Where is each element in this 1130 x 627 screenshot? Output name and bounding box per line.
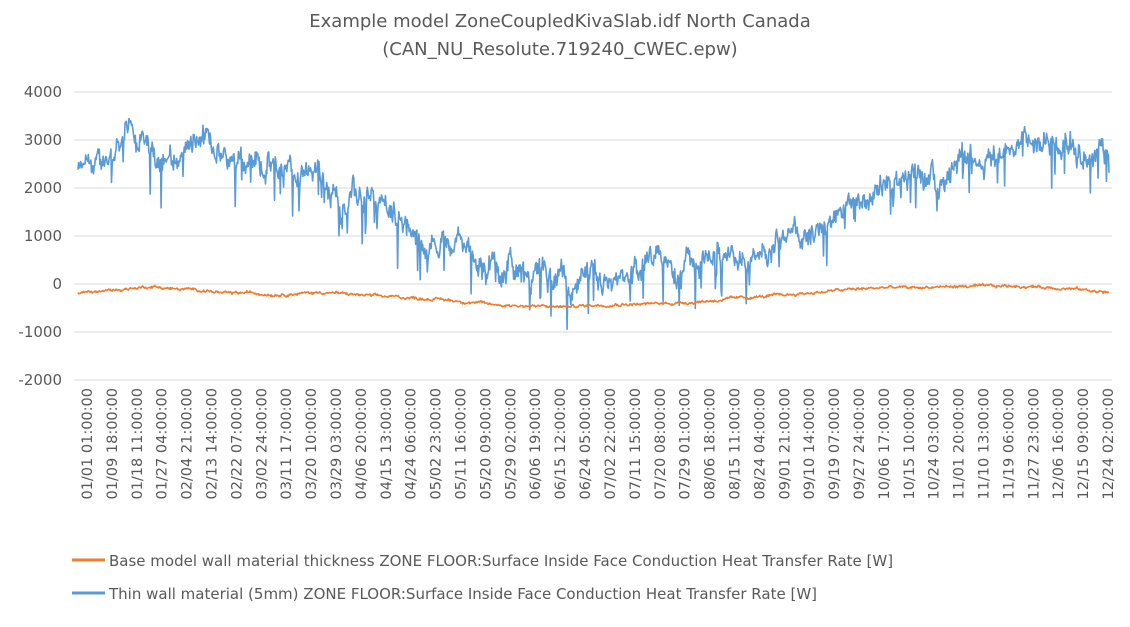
series-line-base-model — [77, 282, 1110, 309]
x-tick-label: 07/20 08:00:00 — [653, 388, 669, 500]
x-tick-label: 09/10 14:00:00 — [802, 388, 818, 500]
x-tick-label: 08/24 04:00:00 — [752, 388, 768, 500]
x-tick-label: 10/15 10:00:00 — [902, 388, 918, 500]
x-tick-label: 02/22 07:00:00 — [229, 388, 245, 500]
x-tick-label: 02/04 21:00:00 — [180, 388, 196, 500]
x-tick-label: 11/10 13:00:00 — [976, 388, 992, 500]
series-layer — [77, 117, 1110, 330]
x-tick-label: 06/24 05:00:00 — [578, 388, 594, 500]
x-tick-label: 06/06 19:00:00 — [528, 388, 544, 500]
x-tick-label: 12/06 16:00:00 — [1051, 388, 1067, 500]
x-tick-label: 09/01 21:00:00 — [777, 388, 793, 500]
x-tick-label: 05/29 02:00:00 — [503, 388, 519, 500]
y-tick-label: 0 — [52, 275, 62, 293]
x-tick-label: 06/15 12:00:00 — [553, 388, 569, 500]
y-axis-tick-labels: 4000 3000 2000 1000 0 -1000 -2000 — [18, 83, 62, 389]
x-tick-label: 04/24 06:00:00 — [404, 388, 420, 500]
x-tick-label: 04/15 13:00:00 — [379, 388, 395, 500]
x-tick-label: 11/27 23:00:00 — [1026, 388, 1042, 500]
x-axis-tick-labels: 01/01 01:00:00 01/09 18:00:00 01/18 11:00:… — [80, 388, 1117, 500]
x-tick-label: 10/06 17:00:00 — [877, 388, 893, 500]
legend-label-base-model: Base model wall material thickness ZONE … — [109, 552, 893, 570]
x-tick-label: 07/11 15:00:00 — [628, 388, 644, 500]
chart-title: Example model ZoneCoupledKivaSlab.idf No… — [309, 11, 810, 60]
x-tick-label: 01/01 01:00:00 — [80, 388, 96, 500]
x-tick-label: 11/19 06:00:00 — [1001, 388, 1017, 500]
x-tick-label: 05/02 23:00:00 — [429, 388, 445, 500]
y-tick-label: 1000 — [24, 227, 62, 245]
chart-title-line-1: Example model ZoneCoupledKivaSlab.idf No… — [309, 11, 810, 32]
x-tick-label: 07/02 22:00:00 — [603, 388, 619, 500]
x-tick-label: 09/27 24:00:00 — [852, 388, 868, 500]
x-tick-label: 08/06 18:00:00 — [703, 388, 719, 500]
x-tick-label: 05/11 16:00:00 — [454, 388, 470, 500]
y-tick-label: -1000 — [18, 323, 62, 341]
series-line-thin-wall — [77, 117, 1110, 330]
x-tick-label: 01/27 04:00:00 — [155, 388, 171, 500]
y-tick-label: 3000 — [24, 131, 62, 149]
legend: Base model wall material thickness ZONE … — [72, 552, 893, 603]
x-tick-label: 05/20 09:00:00 — [478, 388, 494, 500]
y-tick-label: 4000 — [24, 83, 62, 101]
chart-title-line-2: (CAN_NU_Resolute.719240_CWEC.epw) — [382, 39, 737, 60]
x-tick-label: 11/01 20:00:00 — [952, 388, 968, 500]
y-tick-label: -2000 — [18, 371, 62, 389]
x-tick-label: 12/15 09:00:00 — [1076, 388, 1092, 500]
x-tick-label: 03/11 17:00:00 — [279, 388, 295, 500]
x-tick-label: 08/15 11:00:00 — [727, 388, 743, 500]
x-tick-label: 12/24 02:00:00 — [1101, 388, 1117, 500]
x-tick-label: 07/29 01:00:00 — [678, 388, 694, 500]
x-tick-label: 03/02 24:00:00 — [254, 388, 270, 500]
x-tick-label: 03/20 10:00:00 — [304, 388, 320, 500]
legend-label-thin-wall: Thin wall material (5mm) ZONE FLOOR:Surf… — [108, 585, 817, 603]
x-tick-label: 02/13 14:00:00 — [205, 388, 221, 500]
x-tick-label: 01/09 18:00:00 — [105, 388, 121, 500]
x-tick-label: 10/24 03:00:00 — [927, 388, 943, 500]
x-tick-label: 03/29 03:00:00 — [329, 388, 345, 500]
x-tick-label: 01/18 11:00:00 — [130, 388, 146, 500]
x-tick-label: 09/19 07:00:00 — [827, 388, 843, 500]
y-tick-label: 2000 — [24, 179, 62, 197]
x-tick-label: 04/06 20:00:00 — [354, 388, 370, 500]
